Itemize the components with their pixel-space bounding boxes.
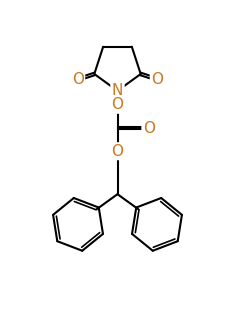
Text: O: O [72,72,84,87]
Text: N: N [112,83,123,98]
Text: O: O [111,144,124,159]
Text: O: O [111,97,124,112]
Text: O: O [143,120,155,135]
Text: O: O [151,72,163,87]
